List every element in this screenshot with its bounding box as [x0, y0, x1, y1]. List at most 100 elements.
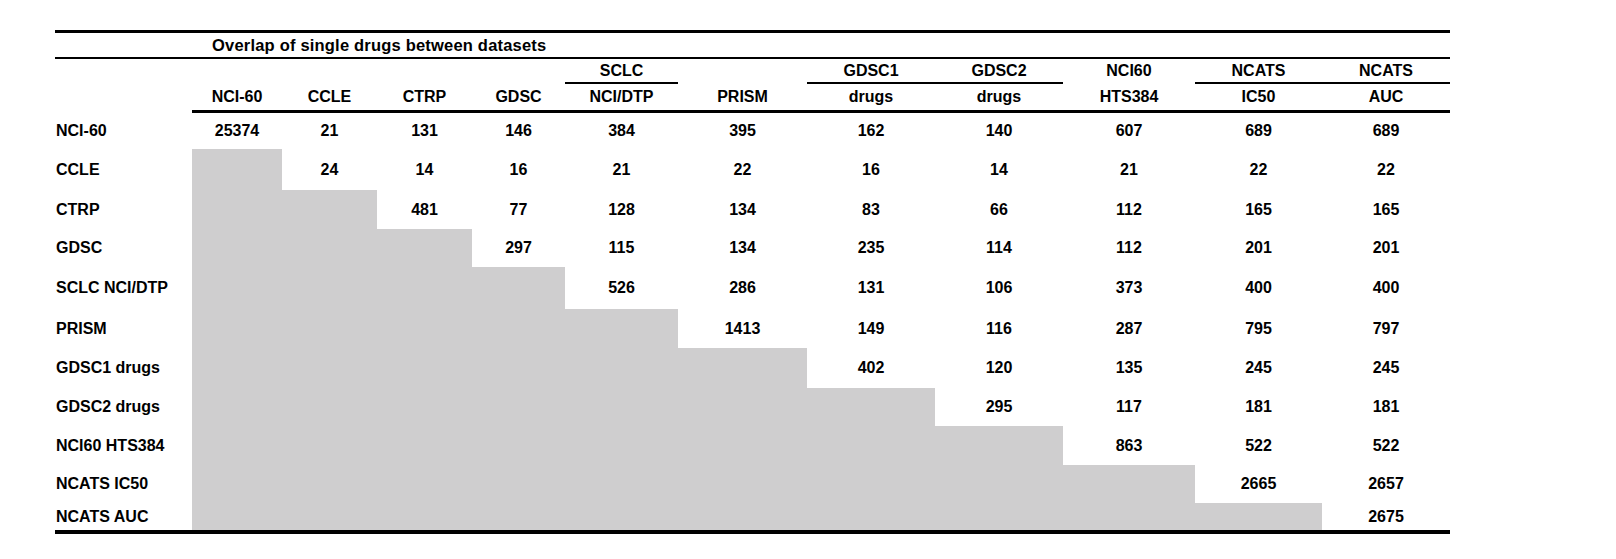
- column-header-bottom: CCLE: [282, 85, 377, 109]
- overlap-value-cell: 373: [1063, 267, 1195, 309]
- overlap-value-cell: 131: [377, 113, 472, 149]
- overlap-value-cell: 83: [807, 190, 935, 229]
- column-group-underline: [565, 82, 678, 84]
- bottom-rule: [55, 530, 1450, 534]
- overlap-value-cell: 24: [282, 149, 377, 190]
- overlap-value-cell: 2665: [1195, 465, 1322, 503]
- overlap-value-cell: 1413: [678, 309, 807, 348]
- column-header-top: NCI60: [1063, 59, 1195, 82]
- column-header-top: SCLC: [565, 59, 678, 82]
- row-label: NCATS AUC: [56, 503, 192, 530]
- column-header-bottom: drugs: [935, 85, 1063, 109]
- column-header-bottom: drugs: [807, 85, 935, 109]
- shaded-lower-triangle-cell: [192, 503, 1322, 530]
- overlap-value-cell: 21: [565, 149, 678, 190]
- row-label: PRISM: [56, 309, 192, 348]
- overlap-value-cell: 22: [1195, 149, 1322, 190]
- column-header-top: GDSC2: [935, 59, 1063, 82]
- overlap-value-cell: 201: [1322, 229, 1450, 267]
- header-rule: [192, 110, 1450, 113]
- overlap-value-cell: 165: [1322, 190, 1450, 229]
- overlap-value-cell: 522: [1195, 426, 1322, 465]
- overlap-value-cell: 395: [678, 113, 807, 149]
- shaded-lower-triangle-cell: [192, 149, 282, 190]
- overlap-value-cell: 120: [935, 348, 1063, 388]
- row-label: CCLE: [56, 149, 192, 190]
- overlap-value-cell: 16: [807, 149, 935, 190]
- overlap-value-cell: 245: [1322, 348, 1450, 388]
- column-header-top: NCATS: [1322, 59, 1450, 82]
- overlap-value-cell: 201: [1195, 229, 1322, 267]
- overlap-value-cell: 287: [1063, 309, 1195, 348]
- overlap-value-cell: 181: [1195, 388, 1322, 426]
- column-header-bottom: IC50: [1195, 85, 1322, 109]
- overlap-value-cell: 140: [935, 113, 1063, 149]
- overlap-value-cell: 112: [1063, 229, 1195, 267]
- shaded-lower-triangle-cell: [192, 348, 807, 388]
- row-label: GDSC1 drugs: [56, 348, 192, 388]
- overlap-value-cell: 165: [1195, 190, 1322, 229]
- overlap-value-cell: 797: [1322, 309, 1450, 348]
- shaded-lower-triangle-cell: [192, 426, 1063, 465]
- overlap-value-cell: 77: [472, 190, 565, 229]
- column-group-underline: [1195, 82, 1450, 84]
- column-header-bottom: HTS384: [1063, 85, 1195, 109]
- overlap-value-cell: 522: [1322, 426, 1450, 465]
- overlap-value-cell: 117: [1063, 388, 1195, 426]
- overlap-value-cell: 131: [807, 267, 935, 309]
- overlap-value-cell: 134: [678, 190, 807, 229]
- overlap-value-cell: 286: [678, 267, 807, 309]
- table-title: Overlap of single drugs between datasets: [212, 34, 546, 56]
- overlap-value-cell: 607: [1063, 113, 1195, 149]
- overlap-value-cell: 25374: [192, 113, 282, 149]
- overlap-value-cell: 66: [935, 190, 1063, 229]
- overlap-value-cell: 106: [935, 267, 1063, 309]
- column-header-bottom: CTRP: [377, 85, 472, 109]
- overlap-value-cell: 14: [377, 149, 472, 190]
- overlap-value-cell: 402: [807, 348, 935, 388]
- overlap-table-figure: Overlap of single drugs between datasets…: [0, 0, 1616, 559]
- overlap-value-cell: 235: [807, 229, 935, 267]
- row-label: SCLC NCI/DTP: [56, 267, 192, 309]
- overlap-value-cell: 181: [1322, 388, 1450, 426]
- overlap-value-cell: 112: [1063, 190, 1195, 229]
- overlap-value-cell: 22: [1322, 149, 1450, 190]
- column-group-underline: [807, 82, 1063, 84]
- overlap-value-cell: 134: [678, 229, 807, 267]
- column-header-top: NCATS: [1195, 59, 1322, 82]
- shaded-lower-triangle-cell: [192, 190, 377, 229]
- top-rule: [55, 30, 1450, 33]
- column-header-bottom: GDSC: [472, 85, 565, 109]
- column-header-top: GDSC1: [807, 59, 935, 82]
- shaded-lower-triangle-cell: [192, 465, 1195, 503]
- overlap-value-cell: 400: [1195, 267, 1322, 309]
- shaded-lower-triangle-cell: [192, 309, 678, 348]
- overlap-value-cell: 245: [1195, 348, 1322, 388]
- shaded-lower-triangle-cell: [192, 267, 565, 309]
- row-label: CTRP: [56, 190, 192, 229]
- row-label: NCATS IC50: [56, 465, 192, 503]
- overlap-value-cell: 116: [935, 309, 1063, 348]
- column-header-bottom: PRISM: [678, 85, 807, 109]
- overlap-value-cell: 14: [935, 149, 1063, 190]
- overlap-value-cell: 481: [377, 190, 472, 229]
- overlap-value-cell: 400: [1322, 267, 1450, 309]
- overlap-value-cell: 115: [565, 229, 678, 267]
- overlap-value-cell: 2675: [1322, 503, 1450, 530]
- overlap-value-cell: 863: [1063, 426, 1195, 465]
- column-header-bottom: AUC: [1322, 85, 1450, 109]
- overlap-value-cell: 16: [472, 149, 565, 190]
- row-label: GDSC2 drugs: [56, 388, 192, 426]
- overlap-value-cell: 2657: [1322, 465, 1450, 503]
- overlap-value-cell: 795: [1195, 309, 1322, 348]
- row-label: GDSC: [56, 229, 192, 267]
- shaded-lower-triangle-cell: [192, 229, 472, 267]
- overlap-value-cell: 526: [565, 267, 678, 309]
- overlap-value-cell: 146: [472, 113, 565, 149]
- overlap-value-cell: 135: [1063, 348, 1195, 388]
- overlap-value-cell: 295: [935, 388, 1063, 426]
- overlap-value-cell: 22: [678, 149, 807, 190]
- overlap-value-cell: 21: [282, 113, 377, 149]
- overlap-value-cell: 689: [1322, 113, 1450, 149]
- overlap-value-cell: 128: [565, 190, 678, 229]
